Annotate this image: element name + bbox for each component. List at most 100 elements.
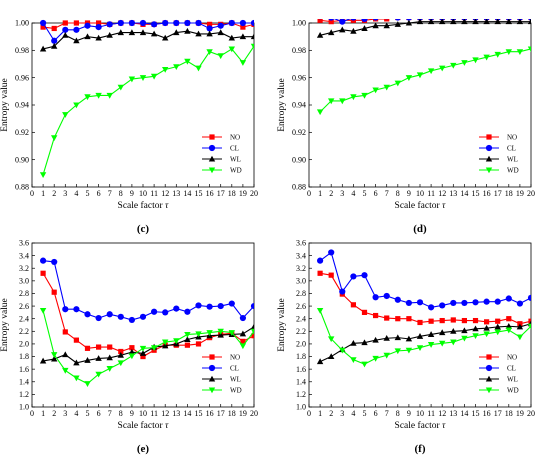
legend-marker xyxy=(208,144,216,152)
legend-marker xyxy=(486,134,492,140)
data-point xyxy=(239,60,247,66)
y-axis-label: Entropy value xyxy=(0,78,10,132)
data-point xyxy=(195,302,202,309)
data-point xyxy=(128,348,136,355)
data-point xyxy=(361,19,368,22)
data-point xyxy=(472,299,479,306)
data-point xyxy=(339,347,346,354)
data-point xyxy=(472,317,479,324)
data-point xyxy=(106,366,113,372)
panel-f: 0 1 2 3 4 5 6 7 8 9 10 11 12 13 14 15 16 17 18 19 201.01.21.… xyxy=(277,239,535,455)
data-point xyxy=(206,25,213,32)
series-line xyxy=(42,45,254,175)
x-tick-label: 20 xyxy=(250,409,258,418)
data-point xyxy=(328,272,334,278)
panel-d: 0 1 2 3 4 5 6 7 8 9 10 11 12 13 14 15 16 17 18 19 200.880.90… xyxy=(277,19,535,235)
data-point xyxy=(128,353,136,360)
data-point xyxy=(73,37,80,44)
data-point xyxy=(239,330,247,337)
x-tick-label: 18 xyxy=(505,189,513,198)
legend-label: NO xyxy=(230,354,240,362)
data-point xyxy=(62,351,69,358)
x-axis-label: Scale factor τ xyxy=(395,200,446,211)
data-point xyxy=(84,22,91,29)
data-point xyxy=(516,334,524,341)
legend-marker xyxy=(208,387,216,394)
data-point xyxy=(84,94,91,101)
data-point xyxy=(428,318,434,324)
data-point xyxy=(207,21,213,27)
x-tick-label: 13 xyxy=(172,189,180,198)
data-point xyxy=(361,361,368,368)
data-point xyxy=(450,299,457,307)
x-tick-label: 13 xyxy=(449,409,457,418)
data-point xyxy=(528,318,531,324)
data-point xyxy=(106,21,113,28)
y-tick-label: 0.88 xyxy=(15,183,29,192)
x-tick-label: 7 xyxy=(108,189,112,198)
legend-label: NO xyxy=(507,354,517,362)
x-tick-label: 6 xyxy=(374,189,378,198)
x-tick-label: 4 xyxy=(351,409,355,418)
plot-frame xyxy=(31,22,255,188)
data-point xyxy=(162,19,169,27)
data-point xyxy=(483,298,490,305)
series-wl xyxy=(316,19,531,38)
data-point xyxy=(439,302,446,309)
data-point xyxy=(372,355,379,362)
data-point xyxy=(173,338,180,345)
data-point xyxy=(51,25,57,32)
y-axis-label: Entropy value xyxy=(277,298,287,352)
x-tick-label: 10 xyxy=(139,409,147,418)
data-point xyxy=(228,330,235,336)
x-tick-label: 0 xyxy=(30,409,34,418)
x-tick-label: 6 xyxy=(374,409,378,418)
x-tick-label: 17 xyxy=(217,189,225,198)
x-tick-label: 3 xyxy=(63,409,67,418)
data-point xyxy=(51,355,58,362)
series-wl xyxy=(316,320,531,365)
legend-label: WD xyxy=(230,167,242,175)
data-point xyxy=(250,43,254,50)
data-point xyxy=(195,65,202,72)
data-point xyxy=(39,307,47,314)
x-axis-label: Scale factor τ xyxy=(118,200,169,211)
data-point xyxy=(339,26,346,33)
data-point xyxy=(516,19,524,25)
x-tick-label: 14 xyxy=(460,409,468,418)
x-tick-label: 18 xyxy=(228,409,236,418)
data-point xyxy=(117,29,124,36)
data-point xyxy=(494,329,501,336)
x-tick-label: 14 xyxy=(460,189,468,198)
series-no xyxy=(40,270,254,360)
data-point xyxy=(95,92,102,99)
data-point xyxy=(106,311,113,318)
data-point xyxy=(239,343,247,350)
data-point xyxy=(217,53,224,60)
x-tick-label: 18 xyxy=(505,409,513,418)
data-point xyxy=(527,46,531,53)
data-point xyxy=(206,303,213,310)
y-tick-label: 2.4 xyxy=(296,314,306,323)
x-tick-label: 5 xyxy=(363,409,367,418)
data-point xyxy=(394,21,401,27)
data-point xyxy=(195,331,202,338)
x-tick-label: 19 xyxy=(516,189,524,198)
data-point xyxy=(128,316,135,324)
y-tick-label: 2.6 xyxy=(19,302,29,311)
data-point xyxy=(350,19,356,23)
data-point xyxy=(450,328,457,334)
data-point xyxy=(516,300,524,307)
data-point xyxy=(372,19,379,21)
y-tick-label: 1.8 xyxy=(19,352,29,361)
legend-label: CL xyxy=(230,365,239,373)
data-point xyxy=(217,331,224,338)
x-tick-label: 6 xyxy=(97,189,101,198)
x-tick-label: 3 xyxy=(340,409,344,418)
y-tick-label: 3.4 xyxy=(19,251,29,260)
panel-c: 0 1 2 3 4 5 6 7 8 9 10 11 12 13 14 15 16 17 18 19 200.880.90… xyxy=(0,19,258,235)
data-point xyxy=(51,42,58,49)
data-point xyxy=(350,27,357,34)
data-point xyxy=(228,19,235,27)
